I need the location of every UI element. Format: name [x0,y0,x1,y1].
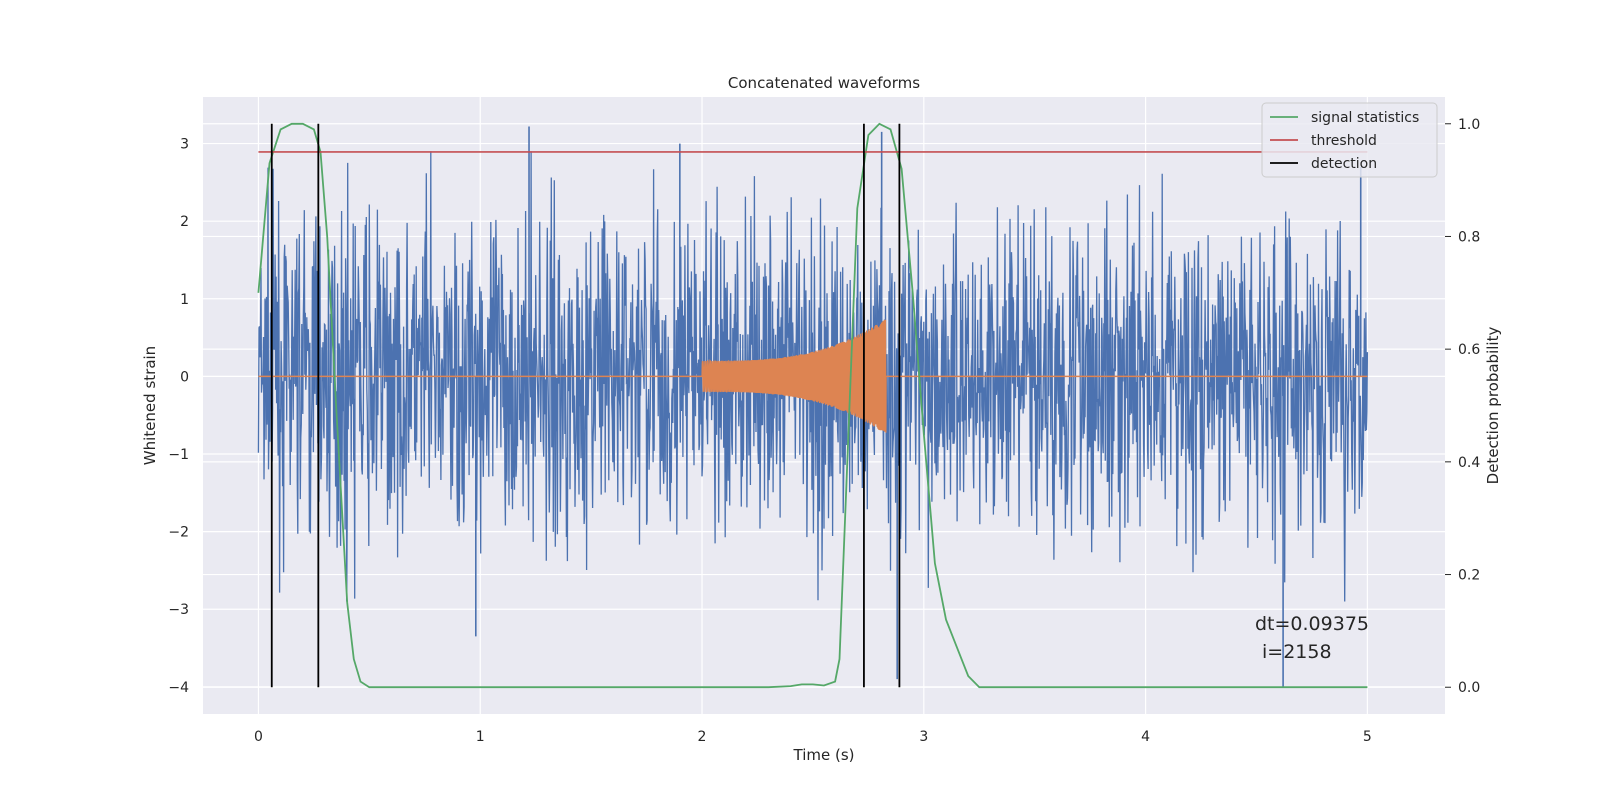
y2-tick-label: 0.8 [1458,229,1480,245]
y-tick-label: 3 [180,137,189,153]
legend-label: detection [1311,156,1377,172]
chart-title: Concatenated waveforms [728,74,920,92]
legend-label: threshold [1311,133,1377,149]
y-tick-label: −1 [168,447,189,463]
x-tick-label: 1 [476,729,485,745]
statistics-series [257,122,1368,689]
y2-tick-label: 0.0 [1458,680,1480,696]
y2-axis-label: Detection probability [1484,327,1502,485]
x-axis-label: Time (s) [793,746,855,764]
legend-label: signal statistics [1311,110,1419,126]
y-tick-label: −3 [168,602,189,618]
annotation-index: i=2158 [1262,641,1332,663]
x-tick-label: 5 [1363,729,1372,745]
y-tick-label: 1 [180,292,189,308]
signal-statistics-line [257,122,1368,689]
annotation-dt: dt=0.09375 [1255,613,1369,635]
x-tick-label: 4 [1141,729,1150,745]
legend: signal statistics threshold detection [1261,102,1438,178]
y2-tick-label: 1.0 [1458,117,1480,133]
x-tick-label: 0 [254,729,263,745]
y-axis-label: Whitened strain [141,346,159,465]
template-line [701,319,887,433]
y2-tick-label: 0.6 [1458,342,1480,358]
x-tick-label: 3 [919,729,928,745]
tick-labels: 0 1 2 3 4 5 −4 −3 −2 −1 0 1 2 3 0.0 0.2 0.4 0.6 0.8 1.0 [168,117,1480,745]
y2-tick-label: 0.2 [1458,568,1480,584]
y-tick-label: −4 [168,680,189,696]
y-tick-label: 2 [180,214,189,230]
y-tick-label: −2 [168,525,189,541]
y2-tick-label: 0.4 [1458,455,1480,471]
x-tick-label: 2 [698,729,707,745]
template-series [258,319,1368,433]
legend-box [1261,102,1438,178]
y-tick-label: 0 [180,369,189,385]
